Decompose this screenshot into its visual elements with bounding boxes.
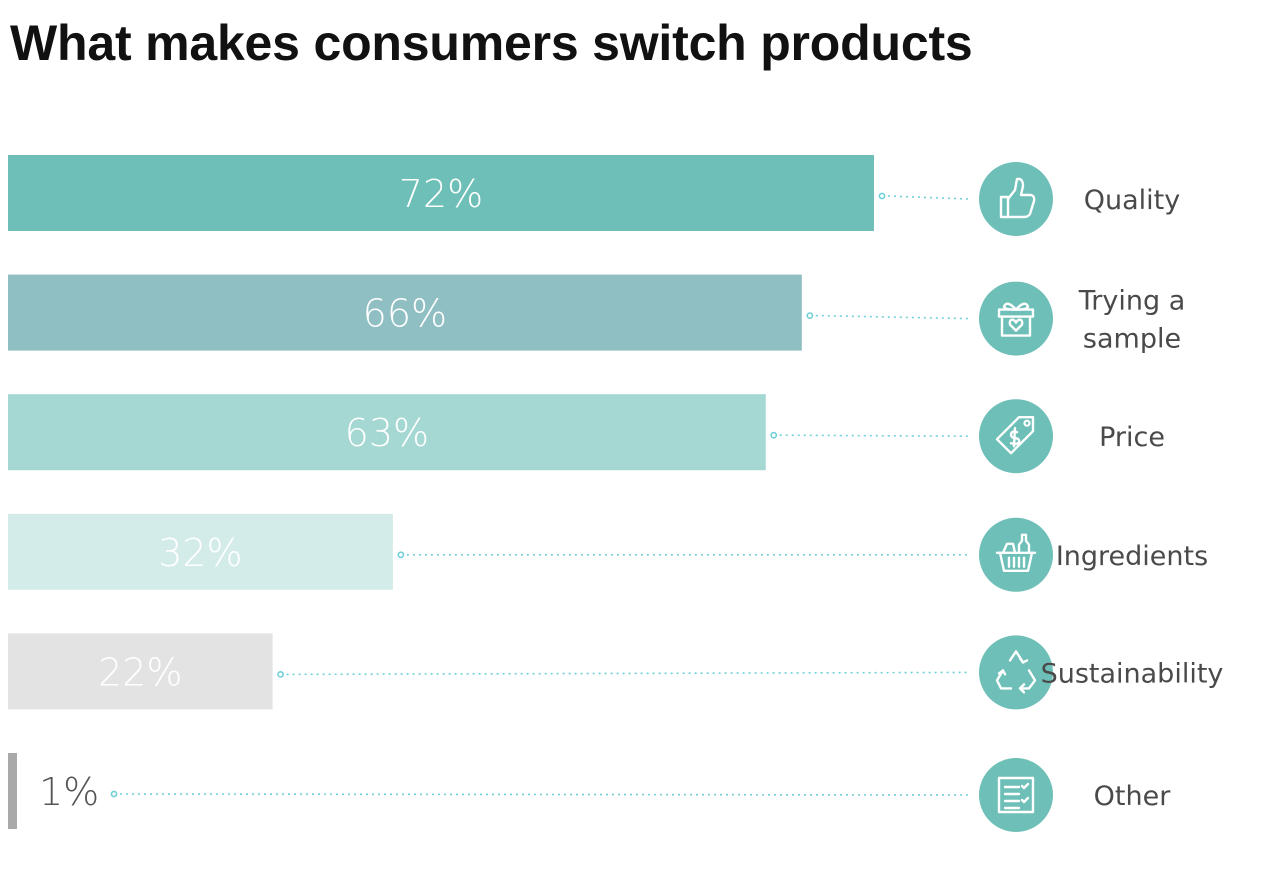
connector-line bbox=[815, 314, 969, 320]
thumbs-up-icon bbox=[979, 162, 1053, 236]
checklist-icon bbox=[979, 758, 1053, 832]
connector-line bbox=[119, 793, 969, 796]
bar bbox=[8, 155, 874, 231]
connector-line bbox=[286, 671, 969, 676]
bar-value-label: 22% bbox=[98, 650, 182, 694]
bar-value-label: 63% bbox=[345, 411, 429, 455]
category-label: Trying a bbox=[1078, 286, 1185, 317]
connector-dot bbox=[277, 671, 285, 678]
bars-layer: 72% Quality 66% Trying a sample 63% Price 32% In… bbox=[8, 155, 1223, 832]
connector-dot bbox=[806, 312, 814, 319]
category-label: Quality bbox=[1084, 185, 1180, 216]
shopping-basket-icon bbox=[979, 517, 1053, 592]
bar-group: 32% Ingredients bbox=[8, 513, 1208, 592]
bar-group: 22% Sustainability bbox=[8, 633, 1224, 710]
connector-dot bbox=[110, 790, 118, 798]
connector-dot bbox=[878, 192, 886, 200]
bar bbox=[8, 394, 766, 471]
bar bbox=[8, 274, 802, 351]
bar-group: 1% Other bbox=[8, 753, 1171, 832]
bar-value-label: 72% bbox=[399, 172, 483, 216]
connector-dot bbox=[397, 551, 405, 559]
category-label: Ingredients bbox=[1056, 541, 1208, 572]
bar-value-label: 66% bbox=[363, 292, 447, 336]
page-title: What makes consumers switch products bbox=[10, 15, 973, 71]
bar bbox=[8, 753, 17, 829]
bar-group: 72% Quality bbox=[8, 155, 1180, 236]
category-label: Price bbox=[1099, 422, 1165, 453]
gift-box-icon bbox=[979, 281, 1053, 356]
connector-line bbox=[887, 195, 969, 200]
recycle-icon bbox=[979, 635, 1053, 710]
connector-dot bbox=[770, 431, 778, 439]
bar-value-label: 32% bbox=[158, 531, 242, 575]
category-label: sample bbox=[1083, 324, 1181, 355]
category-label: Other bbox=[1094, 781, 1172, 812]
bar bbox=[8, 633, 273, 710]
category-label: Sustainability bbox=[1041, 658, 1224, 689]
price-tag-icon bbox=[979, 399, 1053, 474]
bar-group: 66% Trying a sample bbox=[8, 274, 1185, 356]
connector-line bbox=[779, 434, 969, 438]
bar-group: 63% Price bbox=[8, 394, 1165, 474]
bar bbox=[8, 513, 393, 590]
bar-value-label: 1% bbox=[39, 770, 99, 814]
